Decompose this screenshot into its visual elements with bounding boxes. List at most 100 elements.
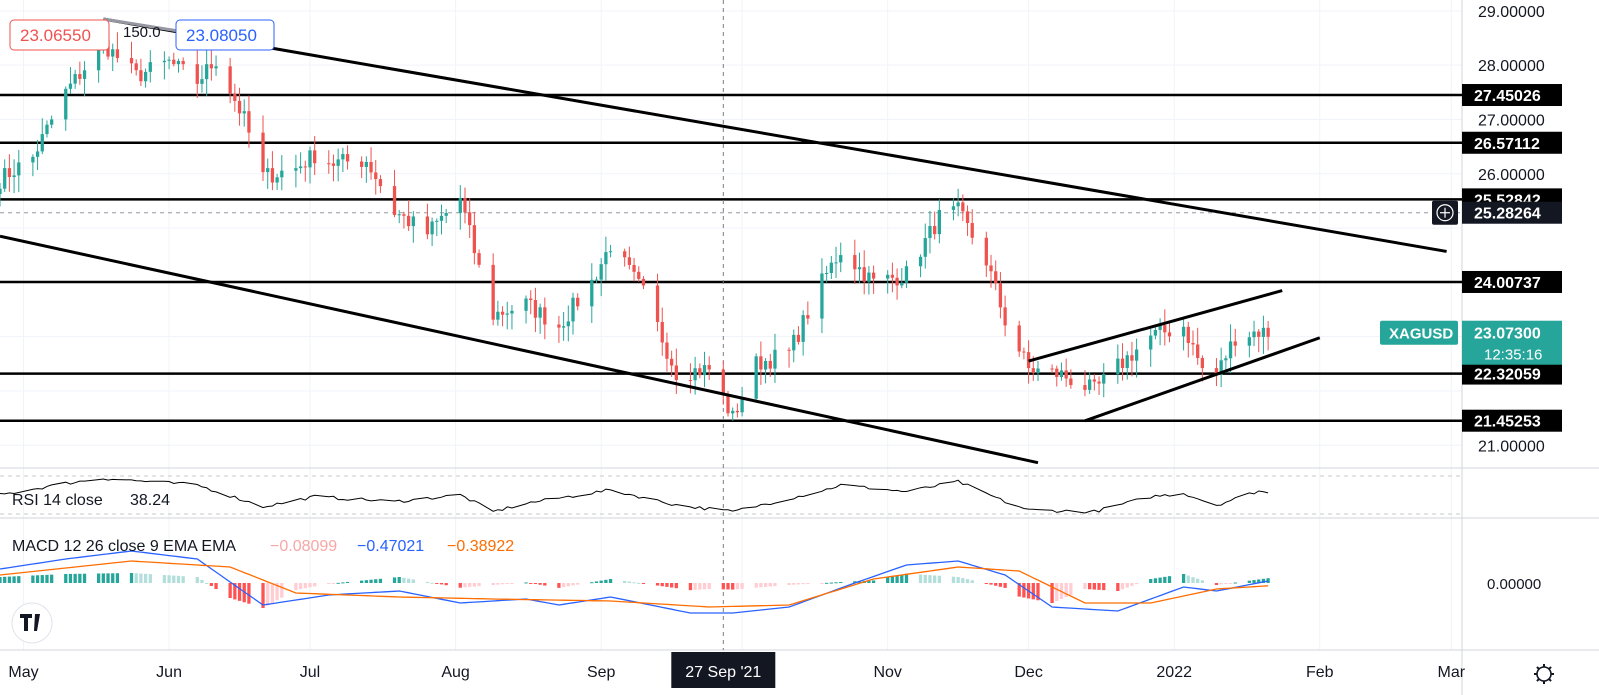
macd-histogram-bar: [820, 583, 824, 584]
macd-histogram-bar: [1224, 583, 1228, 584]
candle-body: [726, 395, 730, 414]
sell-price-box[interactable]: [9, 19, 110, 51]
macd-histogram-bar: [989, 583, 993, 585]
candle-body: [129, 58, 134, 64]
candle-body: [200, 79, 204, 84]
macd-histogram-bar: [294, 583, 298, 590]
macd-histogram-bar: [463, 583, 467, 588]
tradingview-logo-icon: [11, 602, 53, 644]
macd-histogram-bar: [956, 577, 960, 583]
macd-histogram-bar: [73, 573, 77, 583]
macd-histogram-bar: [491, 583, 495, 585]
candle-body: [73, 74, 77, 84]
candle-body: [1134, 349, 1139, 361]
candle-body: [341, 154, 345, 160]
candle-body: [1102, 374, 1106, 384]
trendline[interactable]: [103, 17, 1447, 253]
candle-body: [1186, 326, 1190, 344]
candle-body: [35, 151, 40, 157]
price-level-badge-label: 24.00737: [1474, 275, 1541, 292]
macd-histogram-bar: [1149, 579, 1153, 583]
price-level-badge[interactable]: [1462, 362, 1562, 385]
candle-body: [524, 298, 528, 311]
rsi-line: [0, 478, 1269, 514]
candle-body: [1036, 368, 1040, 373]
trendline-handle[interactable]: [103, 17, 179, 33]
macd-histogram-bar: [1116, 583, 1120, 591]
candle-body: [327, 163, 331, 165]
macd-histogram-bar: [773, 583, 777, 587]
macd-histogram-bar: [1257, 579, 1261, 583]
candle-body: [1219, 360, 1223, 375]
horizontal-price-levels[interactable]: [0, 0, 1462, 650]
macd-histogram-bar: [439, 583, 444, 585]
trendlines[interactable]: [0, 17, 1447, 465]
macd-histogram-bar: [430, 582, 434, 584]
price-level-badge[interactable]: [1462, 84, 1562, 107]
candle-body: [115, 49, 120, 59]
candle-body: [768, 360, 772, 369]
macd-line: [0, 550, 1269, 614]
macd-histogram-bar: [510, 583, 514, 584]
macd-histogram-bar: [280, 583, 284, 598]
macd-histogram-bar: [275, 583, 279, 601]
macd-histogram-bar: [994, 583, 998, 586]
macd-histogram-bar: [176, 575, 181, 583]
time-axis[interactable]: May Jun Jul Aug Sep Nov Dec 2022 Feb Mar 27 Sep '2…: [8, 652, 1554, 688]
macd-histogram-bar: [45, 574, 49, 583]
buy-price-box[interactable]: [175, 19, 275, 51]
price-level-badge-label: 21.45253: [1474, 414, 1541, 431]
candle-body: [853, 255, 857, 270]
trendline[interactable]: [1084, 336, 1321, 423]
candle-body: [759, 356, 763, 370]
candle-body: [294, 168, 298, 171]
price-scale[interactable]: 21.00000 26.00000 27.00000 28.00000 29.00000…: [1380, 4, 1562, 593]
macd-histogram-bar: [900, 574, 904, 583]
macd-histogram-bar: [1120, 583, 1125, 590]
rsi-pane: RSI 14 close 38.24: [0, 478, 1269, 514]
candle-body: [984, 237, 988, 266]
macd-histogram-bar: [139, 573, 143, 583]
macd-histogram-bar: [7, 576, 12, 583]
candle-body: [1163, 325, 1167, 333]
macd-pane: MACD 12 26 close 9 EMA EMA −0.08099 −0.470…: [0, 538, 1270, 614]
macd-histogram-bar: [35, 575, 40, 583]
macd-histogram-bar: [477, 583, 481, 587]
gear-icon[interactable]: [1536, 666, 1552, 682]
candle-body: [933, 226, 937, 235]
macd-histogram-bar: [12, 576, 16, 583]
macd-histogram-bar: [261, 583, 265, 608]
macd-histogram-bar: [965, 579, 970, 583]
trendline[interactable]: [1028, 289, 1283, 363]
macd-histogram-bar: [566, 583, 570, 587]
macd-histogram-bar: [181, 576, 185, 583]
candle-body: [608, 251, 613, 253]
macd-histogram-bar: [702, 583, 707, 590]
macd-histogram-bar: [998, 583, 1003, 587]
macd-histogram-bar: [637, 582, 641, 584]
candle-body: [233, 93, 237, 101]
candle-body: [111, 49, 115, 57]
plus-circle-icon: [1436, 204, 1454, 222]
macd-histogram-bar: [214, 583, 218, 589]
macd-histogram-bar: [148, 574, 152, 583]
trendline[interactable]: [0, 234, 1039, 465]
macd-histogram-bar: [895, 575, 899, 583]
macd-histogram-bar: [500, 583, 505, 585]
macd-histogram-bar: [303, 583, 307, 589]
price-level-badge[interactable]: [1462, 409, 1562, 432]
macd-histogram-bar: [1153, 578, 1158, 583]
candle-body: [871, 272, 876, 279]
candle-body: [965, 211, 970, 224]
price-level-badge[interactable]: [1462, 131, 1562, 154]
price-level-badge[interactable]: [1462, 270, 1562, 293]
macd-histogram-bar: [557, 583, 561, 588]
macd-histogram-bar: [360, 580, 364, 583]
candle-body: [195, 64, 199, 84]
macd-histogram-value: −0.08099: [270, 538, 337, 555]
macd-histogram-bar: [632, 582, 636, 584]
candle-body: [867, 272, 871, 282]
candle-body: [378, 179, 383, 187]
macd-histogram-bar: [660, 583, 664, 587]
